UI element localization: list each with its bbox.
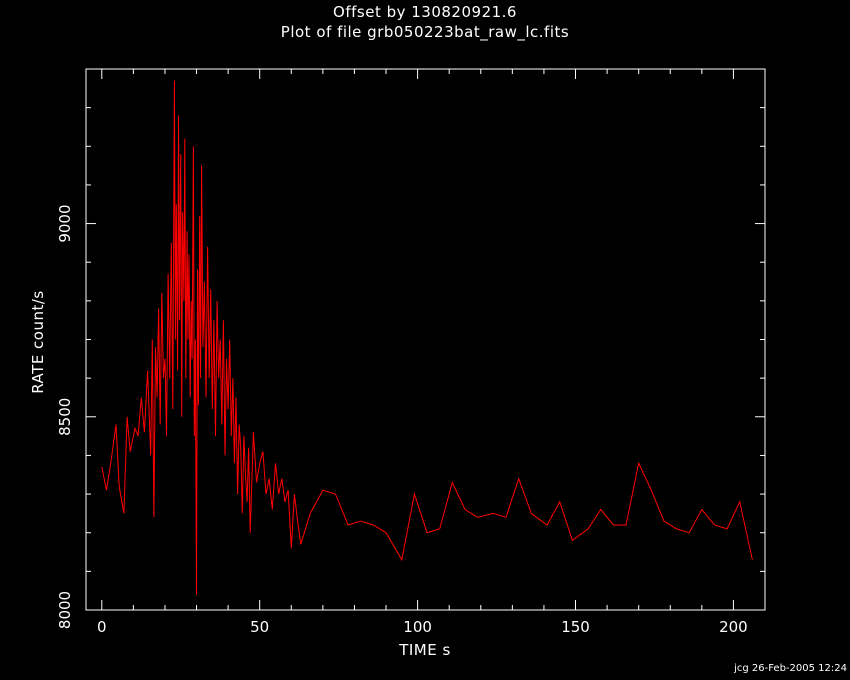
axis-ticks <box>86 68 765 611</box>
x-tick-label: 100 <box>403 618 432 636</box>
x-tick-label: 200 <box>719 618 748 636</box>
y-axis-label: RATE count/s <box>29 290 47 394</box>
rate-series-line <box>101 80 753 595</box>
y-tick-label: 8000 <box>56 591 74 629</box>
y-tick-label: 8500 <box>56 398 74 436</box>
x-tick-label: 0 <box>97 618 107 636</box>
x-axis-label: TIME s <box>399 641 451 659</box>
chart-title: Offset by 130820921.6 <box>333 3 517 21</box>
chart-subtitle: Plot of file grb050223bat_raw_lc.fits <box>280 23 570 41</box>
x-tick-label: 50 <box>250 618 269 636</box>
data-series <box>101 80 753 595</box>
tick-labels: 0 50 100 150 200 8000 8500 9000 <box>56 204 748 636</box>
x-tick-label: 150 <box>561 618 590 636</box>
footer-timestamp: jcg 26-Feb-2005 12:24 <box>734 663 847 674</box>
y-tick-label: 9000 <box>56 204 74 242</box>
